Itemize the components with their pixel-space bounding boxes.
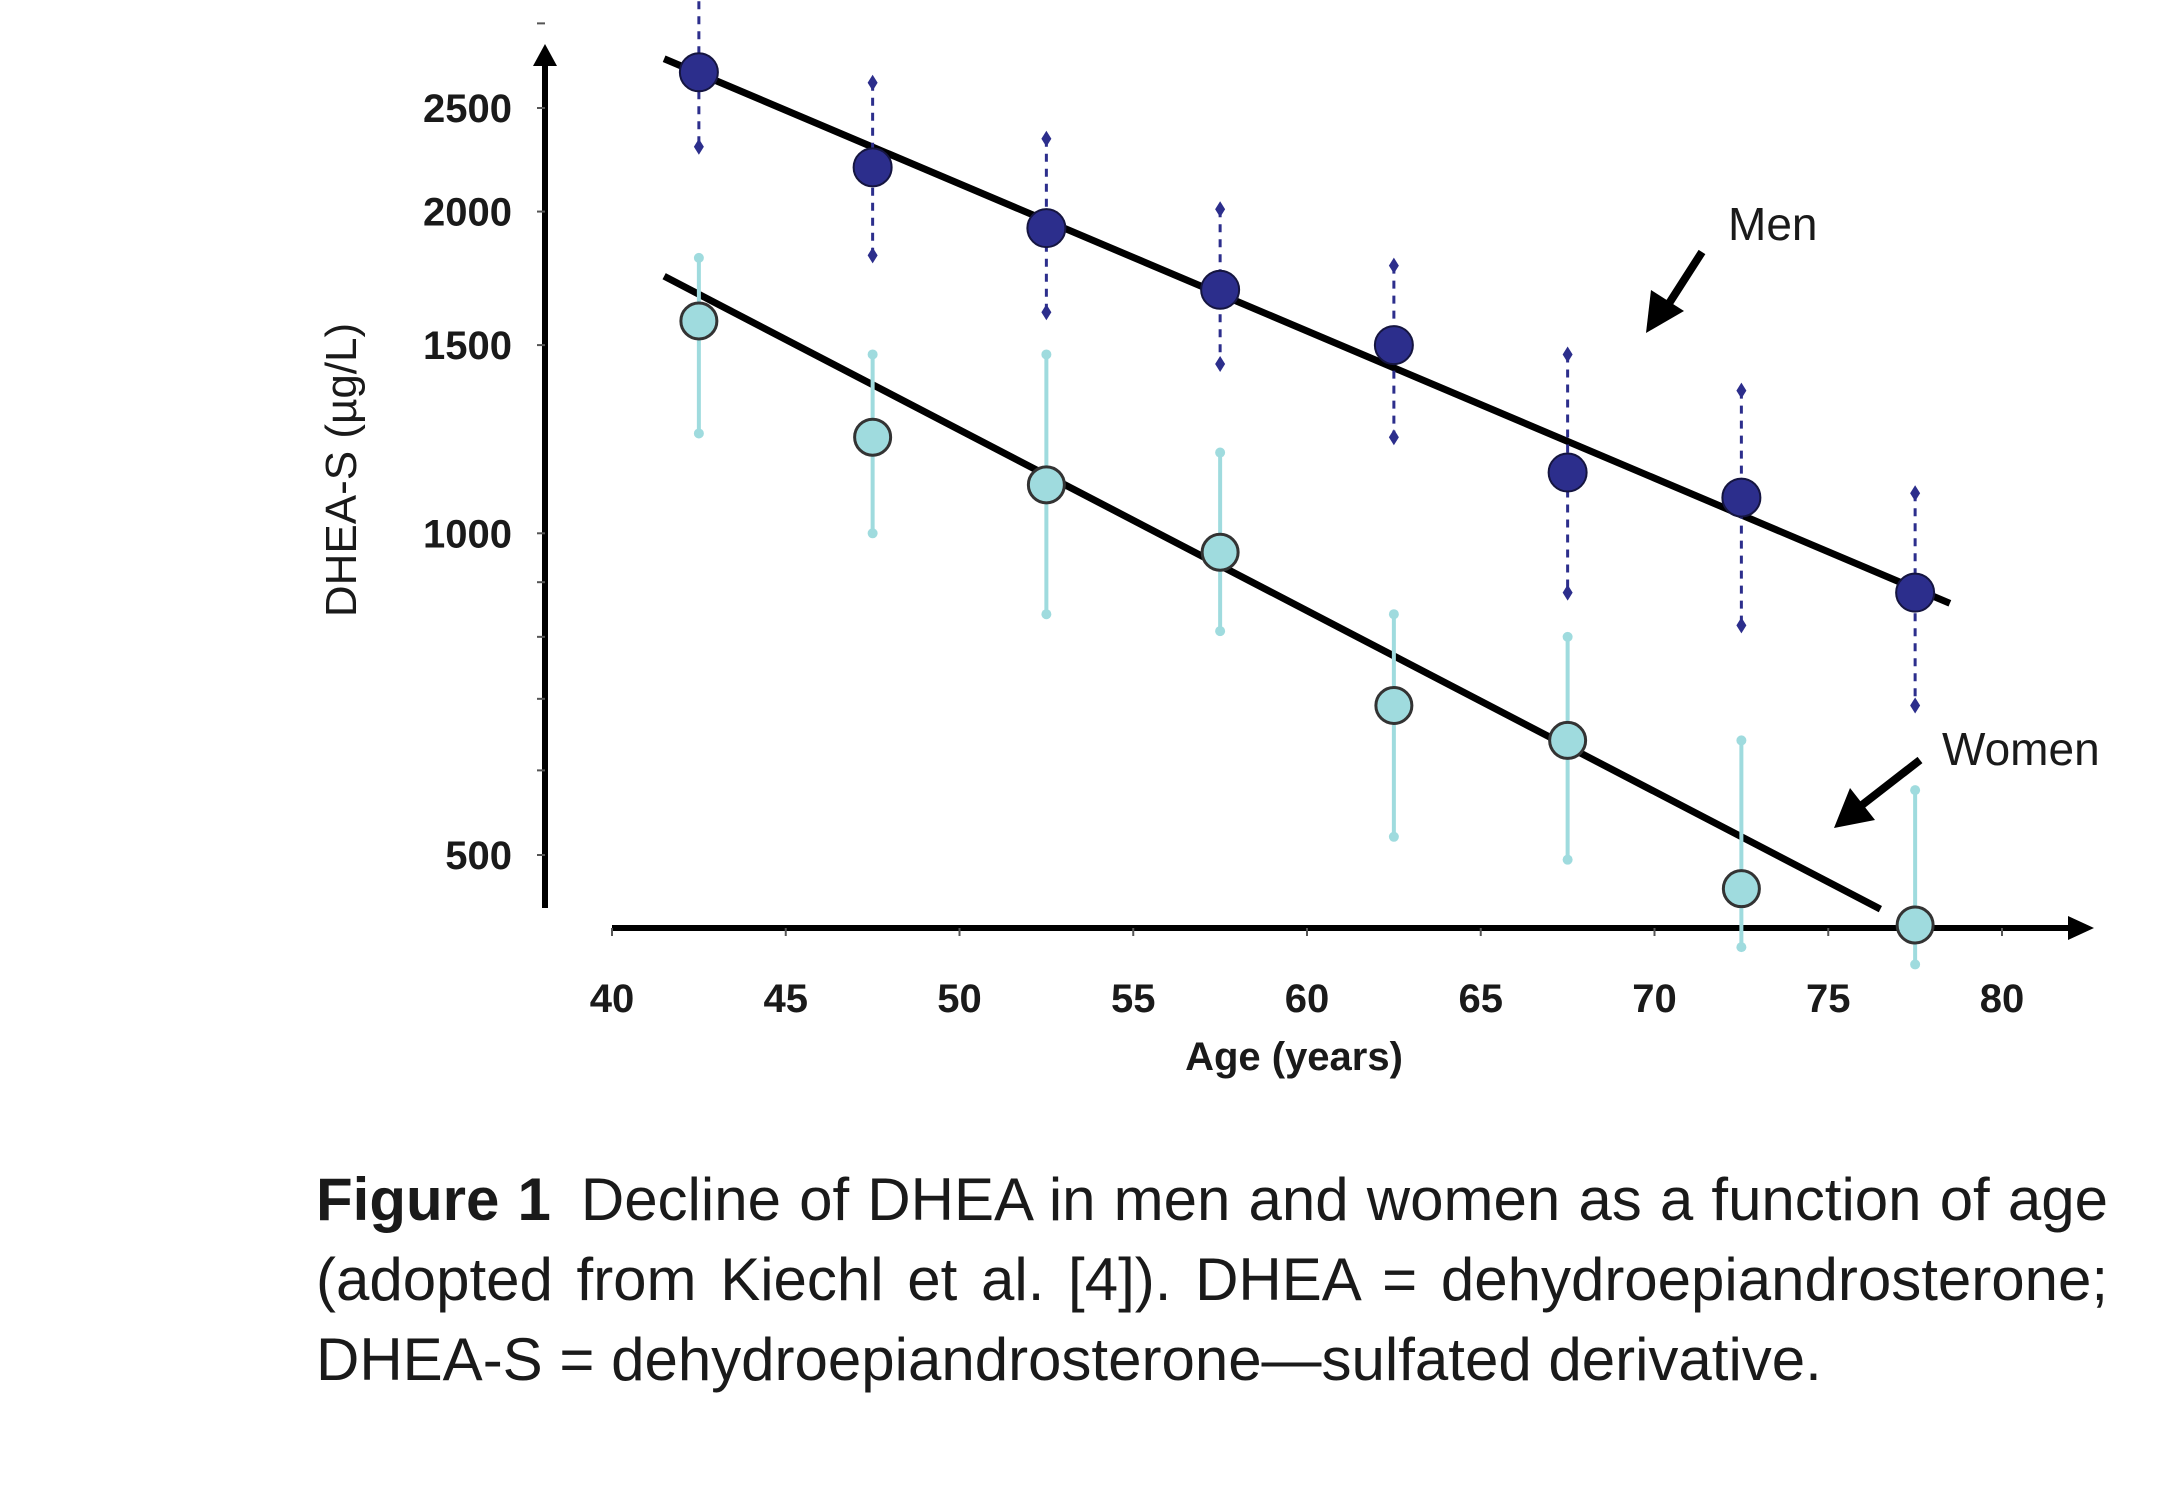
women-error-cap [1041, 349, 1052, 360]
men-error-cap [1215, 356, 1226, 373]
caption-label: Figure 1 [316, 1166, 551, 1233]
tick-labels: 40 45 50 55 60 65 70 75 80 500 1000 1500 2000 2500 [423, 87, 2024, 1021]
y-tick-label: 1500 [423, 324, 512, 368]
women-data-point [1895, 905, 1935, 945]
women-error-cap [1041, 609, 1052, 620]
men-error-cap [1910, 697, 1921, 714]
men-annotation: Men [1728, 198, 1817, 250]
women-data-point [679, 301, 719, 341]
x-tick-label: 60 [1285, 977, 1330, 1021]
women-data-point [1548, 720, 1588, 760]
women-error-cap [693, 252, 704, 263]
axes [533, 22, 2094, 940]
men-error-cap [1910, 485, 1921, 502]
men-data-point [1895, 572, 1936, 613]
x-tick-label: 45 [764, 977, 809, 1021]
y-axis-arrow [533, 44, 557, 66]
x-tick-label: 65 [1459, 977, 1504, 1021]
men-error-cap [1388, 429, 1399, 446]
x-tick-label: 40 [590, 977, 635, 1021]
women-error-cap [693, 428, 704, 439]
annotations: Men Women [1646, 198, 2100, 828]
men-error-cap [1736, 617, 1747, 634]
men-error-cap [1562, 346, 1573, 363]
x-tick-label: 75 [1806, 977, 1851, 1021]
men-data-point [1547, 452, 1588, 493]
y-tick-label: 500 [445, 834, 512, 878]
women-annotation: Women [1942, 723, 2100, 775]
women-error-cap [867, 349, 878, 360]
women-error-cap [1736, 942, 1747, 953]
y-tick-label: 1000 [423, 512, 512, 556]
x-axis-title: Age (years) [1185, 1035, 1403, 1079]
women-error-cap [1736, 735, 1747, 746]
x-tick-label: 70 [1632, 977, 1677, 1021]
men-data-point [1200, 269, 1241, 310]
women-error-cap [1388, 831, 1399, 842]
women-data-point [1374, 686, 1414, 726]
women-error-cap [1562, 631, 1573, 642]
men-data-point [678, 52, 719, 93]
men-data-point [1721, 477, 1762, 518]
women-data-point [1026, 465, 1066, 505]
men-error-cap [1041, 304, 1052, 321]
data-points [678, 52, 1936, 945]
women-error-cap [1388, 609, 1399, 620]
figure-caption: Figure 1 Decline of DHEA in men and women… [316, 1160, 2108, 1400]
x-tick-label: 55 [1111, 977, 1156, 1021]
women-annotation-arrow [1859, 756, 1923, 809]
y-tick-label: 2500 [423, 87, 512, 131]
y-tick-label: 2000 [423, 191, 512, 235]
women-error-cap [1215, 447, 1226, 458]
men-error-cap [1736, 382, 1747, 399]
women-error-cap [1910, 785, 1921, 796]
men-annotation-arrow [1664, 249, 1706, 308]
men-error-cap [1388, 257, 1399, 274]
women-data-point [1200, 532, 1240, 572]
men-data-point [1373, 325, 1414, 366]
men-arrow-head [1646, 290, 1684, 333]
x-tick-label: 50 [937, 977, 982, 1021]
men-trend-line [662, 55, 1952, 607]
men-error-cap [1215, 201, 1226, 218]
men-error-cap [693, 138, 704, 155]
trend-lines [662, 55, 1952, 913]
x-axis-arrow [2068, 916, 2094, 940]
women-error-cap [867, 528, 878, 539]
x-tick-label: 80 [1980, 977, 2025, 1021]
women-data-point [853, 417, 893, 457]
women-arrow-head [1834, 788, 1875, 828]
women-data-point [1721, 869, 1761, 909]
caption-text: Decline of DHEA in men and women as a fu… [316, 1166, 2108, 1393]
men-error-cap [867, 74, 878, 91]
women-error-cap [1215, 626, 1226, 637]
men-error-cap [867, 247, 878, 264]
men-error-cap [1041, 130, 1052, 147]
men-data-point [1026, 208, 1067, 249]
women-error-cap [1562, 854, 1573, 865]
men-error-cap [1562, 584, 1573, 601]
men-data-point [852, 147, 893, 188]
women-trend-line [662, 273, 1882, 913]
y-axis-title: DHEA-S (µg/L) [317, 323, 366, 617]
dhea-chart: 40 45 50 55 60 65 70 75 80 500 1000 1500 2000 2500 Me… [317, 0, 2100, 1079]
women-error-cap [1910, 959, 1921, 970]
